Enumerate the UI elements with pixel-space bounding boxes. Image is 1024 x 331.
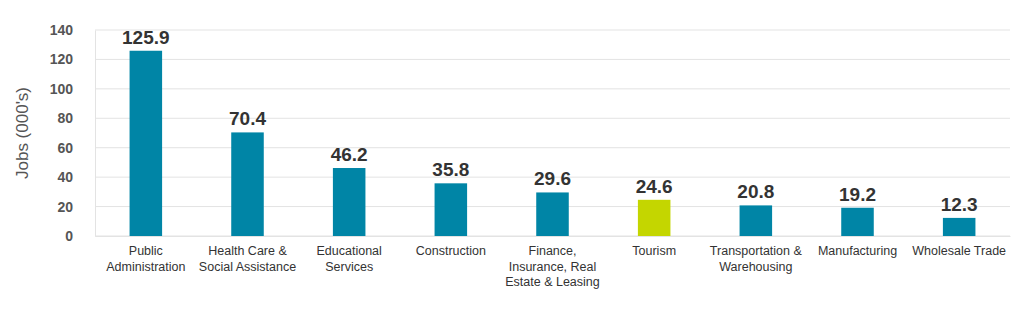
x-tick-label-line: Warehousing — [719, 260, 792, 274]
plot: 0 20 40 60 80 100 120 140 Public Administration He… — [50, 22, 1011, 289]
y-tick-label: 60 — [57, 140, 73, 156]
bars — [130, 51, 976, 236]
x-tick: Educational Services — [317, 236, 382, 274]
x-tick: Construction — [416, 236, 486, 258]
x-tick-label: Manufacturing — [818, 244, 897, 258]
y-axis-line — [95, 31, 96, 237]
x-tick-label-line: Estate & Leasing — [505, 275, 600, 289]
bar — [638, 200, 671, 236]
x-tick: Health Care & Social Assistance — [199, 236, 296, 274]
x-tick-label-line: Tourism — [632, 244, 676, 258]
grid-line — [95, 88, 1010, 89]
x-tick: Finance, Insurance, RealEstate & Leasing — [505, 236, 600, 289]
bar — [536, 192, 569, 236]
x-tick-label-line: Social Assistance — [199, 260, 296, 274]
y-tick-label: 120 — [50, 51, 74, 67]
bar — [130, 51, 163, 236]
x-tick-label-line: Administration — [106, 260, 185, 274]
x-tick-label: Tourism — [632, 244, 676, 258]
data-label: 20.8 — [737, 181, 774, 202]
y-tick: 100 — [50, 81, 95, 97]
y-axis-title: Jobs (000's) — [13, 87, 32, 179]
y-tick: 0 — [65, 228, 95, 244]
y-tick: 80 — [57, 110, 95, 126]
x-tick-label: Educational Services — [317, 244, 382, 274]
grid-line — [95, 30, 1010, 31]
data-label: 70.4 — [229, 108, 266, 129]
x-tick-label-line: Finance, — [529, 244, 577, 258]
x-tick-label-line: Public — [129, 244, 163, 258]
x-tick-label: Construction — [416, 244, 486, 258]
bar — [740, 205, 773, 236]
x-tick-label: Wholesale Trade — [912, 244, 1006, 258]
bar — [943, 218, 976, 236]
data-label: 19.2 — [839, 184, 876, 205]
x-tick-label-line: Manufacturing — [818, 244, 897, 258]
data-label: 46.2 — [331, 144, 368, 165]
data-label: 12.3 — [941, 194, 978, 215]
x-tick: Wholesale Trade — [912, 236, 1006, 258]
x-tick-label: Transportation & Warehousing — [710, 244, 803, 274]
x-tick: Public Administration — [106, 236, 185, 274]
y-tick: 120 — [50, 51, 95, 67]
y-tick: 40 — [57, 169, 95, 185]
data-label: 29.6 — [534, 168, 571, 189]
x-tick-label: Public Administration — [106, 244, 185, 274]
x-tick-label-line: Educational — [317, 244, 382, 258]
x-tick: Manufacturing — [818, 236, 897, 258]
y-tick-label: 140 — [50, 22, 74, 38]
x-tick-label: Finance, Insurance, RealEstate & Leasing — [505, 244, 600, 289]
bar — [841, 208, 874, 236]
x-tick-label-line: Wholesale Trade — [912, 244, 1006, 258]
chart: 0 20 40 60 80 100 120 140 Public Administration He… — [0, 0, 1024, 331]
y-tick: 20 — [57, 199, 95, 215]
grid-line — [95, 59, 1010, 60]
y-tick-label: 40 — [57, 169, 73, 185]
x-tick-label-line: Construction — [416, 244, 486, 258]
x-tick: Tourism — [632, 236, 676, 258]
bar — [435, 183, 468, 236]
x-tick-label-line: Transportation & — [710, 244, 803, 258]
y-tick-label: 100 — [50, 81, 74, 97]
grid — [95, 30, 1010, 236]
y-tick-label: 20 — [57, 199, 73, 215]
bar — [231, 132, 264, 236]
data-labels: 125.9 70.4 46.2 35.8 29.6 24.6 20.8 19.2 12.3 — [122, 27, 978, 215]
y-axis: 0 20 40 60 80 100 120 140 — [50, 22, 96, 244]
y-tick: 140 — [50, 22, 95, 38]
data-label: 125.9 — [122, 27, 170, 48]
x-tick-label-line: Health Care & — [208, 244, 287, 258]
bar — [333, 168, 366, 236]
x-tick-label-line: Services — [325, 260, 373, 274]
x-axis-line — [96, 236, 1011, 237]
data-label: 24.6 — [636, 176, 673, 197]
data-label: 35.8 — [432, 159, 469, 180]
x-tick: Transportation & Warehousing — [710, 236, 803, 274]
y-tick-label: 80 — [57, 110, 73, 126]
x-tick-label: Health Care & Social Assistance — [199, 244, 296, 274]
x-axis: Public Administration Health Care & Social … — [96, 236, 1011, 289]
y-tick-label: 0 — [65, 228, 73, 244]
x-tick-label-line: Insurance, Real — [509, 260, 597, 274]
y-tick: 60 — [57, 140, 95, 156]
